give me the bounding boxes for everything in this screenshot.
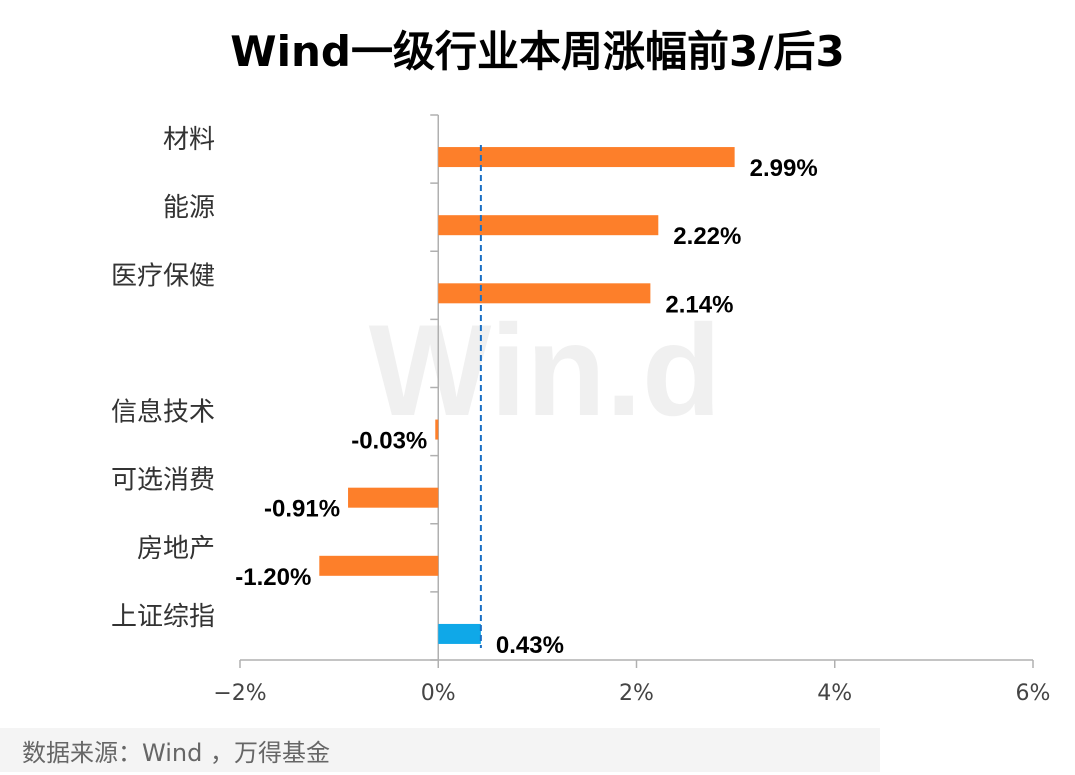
bar — [348, 487, 439, 508]
x-tick-label: 4% — [817, 681, 852, 706]
value-label: 2.99% — [750, 155, 818, 182]
source-background — [0, 728, 880, 772]
category-label: 房地产 — [137, 534, 215, 564]
value-label: 2.22% — [673, 223, 741, 250]
category-label: 材料 — [163, 125, 215, 155]
value-label: 0.43% — [496, 632, 564, 659]
x-tick-label: −2% — [213, 681, 266, 706]
bar — [438, 623, 481, 644]
source-note: 数据来源：Wind ，万得基金 — [22, 739, 330, 767]
bar — [438, 215, 659, 236]
category-label: 医疗保健 — [111, 261, 215, 291]
category-label: 上证综指 — [111, 602, 215, 632]
bar — [319, 555, 439, 576]
value-label: 2.14% — [665, 291, 733, 318]
value-label: -0.03% — [351, 428, 427, 455]
watermark: Win.d — [369, 297, 722, 443]
x-tick-label: 2% — [619, 681, 654, 706]
value-label: -1.20% — [235, 564, 311, 591]
x-tick-label: 6% — [1016, 681, 1051, 706]
category-label: 可选消费 — [111, 466, 215, 496]
bar — [438, 147, 735, 168]
value-label: -0.91% — [264, 496, 340, 523]
x-tick-label: 0% — [421, 681, 456, 706]
chart-title: Wind一级行业本周涨幅前3/后3 — [230, 27, 845, 76]
category-label: 能源 — [163, 193, 215, 223]
bar — [435, 419, 439, 440]
bar — [438, 283, 651, 304]
category-label: 信息技术 — [111, 398, 215, 428]
